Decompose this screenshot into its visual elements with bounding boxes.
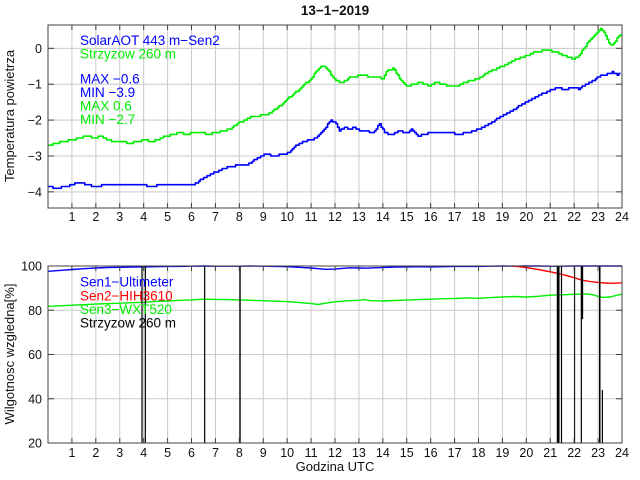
x-tick-label: 2 [92,446,99,460]
x-tick-label: 15 [400,446,414,460]
x-tick-label: 14 [376,210,390,224]
annotation-min-blue: MIN −3.9 [80,85,135,100]
x-tick-label: 11 [305,210,318,224]
x-tick-label: 21 [543,210,557,224]
x-tick-label: 16 [424,446,438,460]
series-line [48,27,622,146]
x-tick-label: 24 [615,446,629,460]
legend-strzyzow-humidity: Strzyzow 260 m [80,316,176,331]
x-tick-label: 14 [376,446,390,460]
x-tick-label: 9 [260,210,267,224]
y-tick-label: 60 [28,348,42,362]
y-tick-label: 20 [28,437,42,451]
x-tick-label: 19 [495,446,509,460]
x-tick-label: 4 [140,210,147,224]
x-tick-label: 18 [472,210,486,224]
x-tick-label: 13 [352,210,366,224]
x-tick-label: 7 [212,210,219,224]
x-tick-label: 6 [188,210,195,224]
x-tick-label: 6 [188,446,195,460]
y-tick-label: −2 [28,114,42,128]
annotation-max-blue: MAX −0.6 [80,72,140,87]
y-tick-label: −3 [28,149,42,163]
x-tick-label: 4 [140,446,147,460]
legend-sen2-hih3610: Sen2−HIH3610 [80,289,173,304]
y-tick-label: −1 [28,78,42,92]
x-tick-label: 3 [116,210,123,224]
x-tick-label: 3 [116,446,123,460]
x-tick-label: 18 [472,446,486,460]
x-tick-label: 8 [236,210,243,224]
annotation-max-green: MAX 0.6 [80,99,132,114]
x-tick-label: 23 [591,210,605,224]
x-tick-label: 2 [92,210,99,224]
x-tick-label: 11 [305,446,318,460]
x-tick-label: 1 [68,210,75,224]
annotation-min-green: MIN −2.7 [80,112,135,127]
legend-solaraot-sen2: SolarAOT 443 m−Sen2 [80,33,220,48]
y-tick-label: 80 [28,304,42,318]
x-tick-label: 16 [424,210,438,224]
x-tick-label: 15 [400,210,414,224]
x-tick-label: 23 [591,446,605,460]
x-tick-label: 22 [567,210,581,224]
x-tick-label: 10 [280,210,294,224]
chart-title: 13−1−2019 [301,3,369,18]
x-tick-label: 24 [615,210,629,224]
x-tick-label: 8 [236,446,243,460]
y-tick-label: −4 [28,185,42,199]
series-line [47,293,623,307]
humidity-y-axis-label: Wilgotnosc wzgledna[%] [2,284,17,425]
x-tick-label: 17 [448,210,462,224]
x-tick-label: 20 [519,446,533,460]
x-tick-label: 1 [68,446,75,460]
y-tick-label: 40 [28,392,42,406]
x-tick-label: 7 [212,446,219,460]
x-tick-label: 22 [567,446,581,460]
x-tick-label: 20 [519,210,533,224]
x-tick-label: 10 [280,446,294,460]
series-line [511,265,623,284]
temperature-panel: 1 2 3 4 5 6 7 8 9 10 11 12 13 14 15 16 17 18 19 20 21 22 23 240… [28,24,629,224]
x-tick-label: 21 [543,446,557,460]
render-root: 1 2 3 4 5 6 7 8 9 10 11 12 13 14 15 16 17 18 19 20 21 22 23 240… [21,24,629,461]
x-tick-label: 5 [164,210,171,224]
legend-strzyzow-temp: Strzyzow 260 m [80,47,176,62]
x-tick-label: 12 [328,210,342,224]
x-tick-label: 9 [260,446,267,460]
humidity-x-axis-label: Godzina UTC [296,459,375,474]
x-tick-label: 17 [448,446,462,460]
y-tick-label: 100 [21,260,42,274]
x-tick-label: 12 [328,446,342,460]
humidity-panel: 1 2 3 4 5 6 7 8 9 10 11 12 13 14 15 16 17 18 19 20 21 22 23 241… [21,260,629,461]
legend-sen3-wxt520: Sen3−WXT520 [80,302,172,317]
y-tick-label: 0 [35,42,42,56]
temperature-y-axis-label: Temperatura powietrza [2,49,17,182]
x-tick-label: 13 [352,446,366,460]
x-tick-label: 5 [164,446,171,460]
x-tick-label: 19 [495,210,509,224]
series-line [48,70,621,190]
legend-sen1-ultimeter: Sen1−Ultimeter [80,275,174,290]
